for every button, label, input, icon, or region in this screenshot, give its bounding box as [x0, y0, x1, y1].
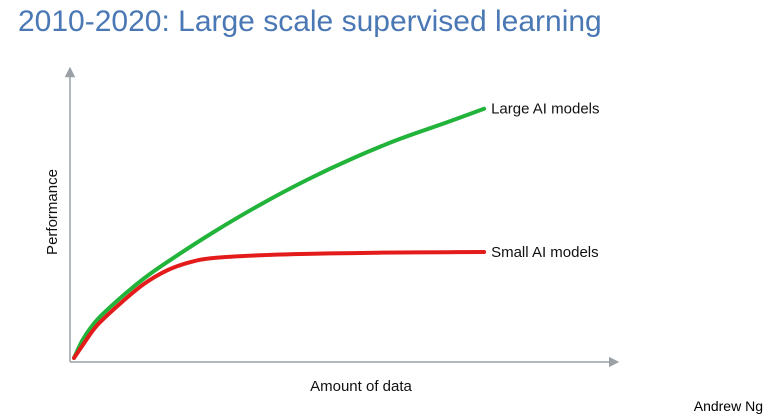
series-line-large — [72, 106, 487, 360]
y-axis-label: Performance — [44, 169, 61, 255]
series-label-small: Small AI models — [491, 244, 599, 261]
series-layer: Large AI models Small AI models — [72, 101, 600, 360]
series-line-small — [72, 250, 487, 360]
author-credit: Andrew Ng — [693, 398, 763, 414]
series-label-large: Large AI models — [491, 101, 599, 118]
slide-title: 2010-2020: Large scale supervised learni… — [18, 5, 602, 38]
x-axis-label: Amount of data — [310, 378, 412, 395]
